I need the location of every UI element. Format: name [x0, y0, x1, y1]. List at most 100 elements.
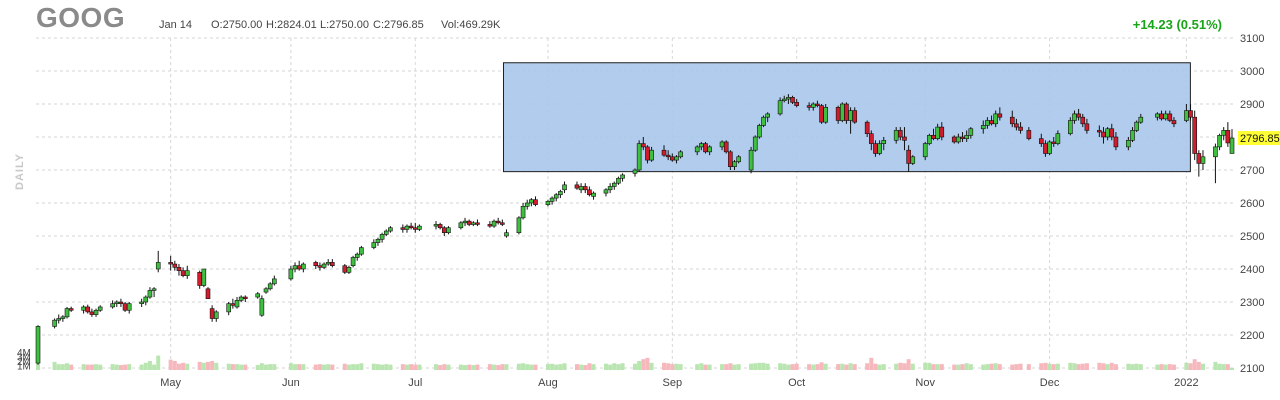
volume-bar [388, 364, 393, 370]
volume-bar [214, 362, 219, 370]
volume-bar [288, 363, 293, 370]
volume-bar [301, 364, 306, 370]
volume-bar [1126, 363, 1131, 370]
candle-up [97, 306, 103, 311]
volume-bar [181, 362, 186, 370]
volume-bar [404, 364, 409, 370]
candle-up [1184, 110, 1189, 121]
candle-down [728, 151, 733, 168]
volume-bar [724, 364, 729, 370]
candle-up [114, 301, 120, 304]
volume-bar [927, 362, 932, 370]
volume-bar [910, 363, 915, 370]
volume-tick-label: 1M [17, 362, 31, 373]
candle-down [1043, 143, 1048, 154]
volume-bar [836, 364, 841, 370]
candle-up [1163, 113, 1168, 120]
volume-bar [268, 364, 273, 370]
volume-bar [1072, 363, 1077, 370]
candle-up [52, 319, 57, 327]
volume-bar [865, 363, 870, 370]
candle-down [1159, 113, 1164, 120]
candle-down [898, 130, 903, 138]
volume-bar [703, 364, 708, 370]
volume-bar [1171, 364, 1176, 370]
candle-down [1188, 110, 1193, 118]
candle-up [761, 116, 766, 126]
volume-bar [143, 362, 148, 370]
candle-up [736, 156, 741, 163]
candle-up [471, 222, 476, 225]
candle-up [985, 120, 990, 126]
volume-bar [968, 364, 973, 370]
volume-bar [794, 363, 799, 370]
volume-bar [782, 363, 787, 370]
candle-down [168, 262, 173, 265]
candle-down [1018, 126, 1023, 131]
volume-bar [641, 359, 646, 370]
candle-up [1200, 156, 1206, 164]
candle-up [446, 227, 451, 233]
candle-down [1038, 138, 1044, 144]
volume-bar [243, 364, 248, 370]
volume-bar [110, 364, 115, 370]
candle-up [893, 130, 899, 141]
price-tick-label: 3100 [1240, 33, 1264, 45]
volume-bar [583, 365, 588, 370]
x-tick-label: Jul [408, 377, 422, 389]
ohlc-high: H:2824.01 [266, 19, 317, 31]
volume-tick-label: 2M [17, 357, 31, 368]
volume-bar [533, 364, 538, 370]
volume-bar [960, 364, 965, 370]
volume-bar [114, 364, 119, 370]
candle-up [60, 316, 66, 319]
volume-bar [956, 364, 961, 370]
volume-bar [330, 364, 335, 370]
candle-down [1051, 141, 1057, 144]
candle-up [417, 225, 422, 230]
volume-bar [463, 365, 468, 370]
volume-bar [409, 364, 414, 370]
volume-tick-label: 3M [17, 353, 31, 364]
candle-up [694, 146, 700, 153]
candle-up [649, 149, 654, 161]
volume-bar [964, 363, 969, 370]
candle-up [288, 268, 294, 280]
volume-bar [1196, 361, 1201, 370]
candle-down [1076, 113, 1081, 118]
candle-up [549, 197, 555, 202]
volume-bar [757, 362, 762, 370]
candle-down [85, 306, 91, 313]
candle-up [404, 225, 410, 230]
candle-down [1113, 136, 1119, 148]
volume-bar [1055, 363, 1060, 370]
volume-bar [359, 363, 364, 370]
volume-tick-label: 4M [17, 348, 31, 359]
volume-bar [753, 363, 758, 370]
volume-bar [1163, 364, 1168, 370]
candle-up [674, 156, 679, 161]
volume-bar [1076, 364, 1081, 370]
candle-up [321, 263, 327, 268]
volume-bar [811, 364, 816, 370]
candle-up [545, 201, 551, 205]
candle-up [226, 303, 232, 313]
volume-bar [127, 364, 132, 370]
volume-bar [434, 364, 438, 370]
volume-bar [1113, 364, 1118, 370]
candle-up [93, 309, 99, 315]
candle-down [997, 113, 1003, 118]
candle-down [1080, 116, 1086, 125]
candle-up [359, 247, 364, 255]
candle-up [757, 125, 762, 138]
price-tick-label: 2500 [1240, 231, 1264, 243]
candle-up [350, 257, 356, 267]
candle-up [433, 224, 439, 227]
volume-bar [1130, 364, 1135, 370]
volume-bar [666, 363, 671, 370]
candle-up [839, 103, 845, 121]
candle-up [553, 194, 559, 199]
price-tick-label: 2600 [1240, 198, 1264, 210]
candle-up [151, 288, 157, 291]
volume-bar [1084, 363, 1089, 370]
